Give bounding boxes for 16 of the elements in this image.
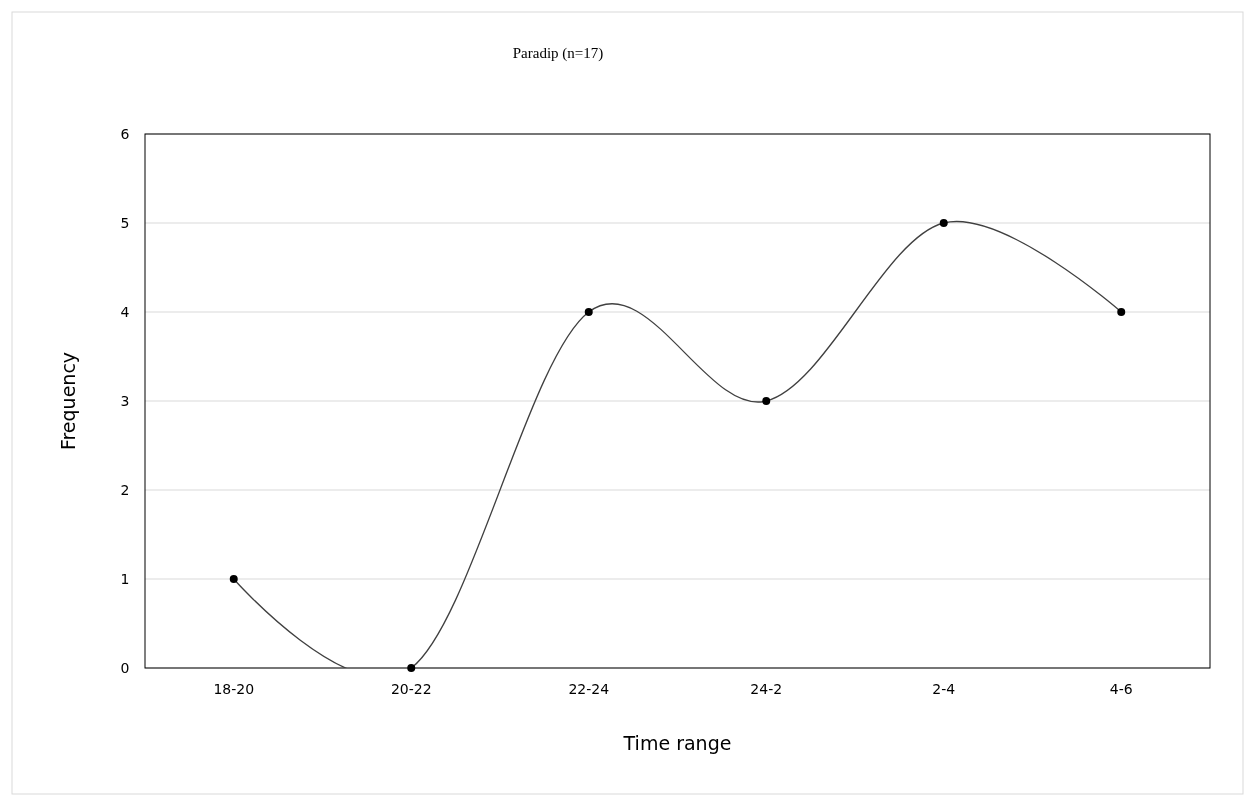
y-tick-label: 5 — [120, 215, 130, 231]
x-tick-label: 2-4 — [932, 681, 956, 697]
x-tick-label: 22-24 — [568, 681, 610, 697]
y-tick-label: 3 — [120, 393, 130, 409]
y-axis-title: Frequency — [57, 351, 79, 451]
y-tick-label: 4 — [120, 304, 130, 320]
y-tick-label: 0 — [120, 660, 130, 676]
chart-title: Paradip (n=17) — [512, 45, 604, 62]
x-tick-label: 4-6 — [1109, 681, 1133, 697]
y-tick-label: 2 — [120, 482, 130, 498]
y-tick-label: 1 — [120, 571, 130, 587]
x-tick-label: 24-2 — [750, 681, 783, 697]
x-axis-title: Time range — [622, 732, 732, 754]
x-tick-label: 20-22 — [390, 681, 432, 697]
x-tick-label: 18-20 — [213, 681, 255, 697]
y-tick-label: 6 — [120, 126, 130, 142]
